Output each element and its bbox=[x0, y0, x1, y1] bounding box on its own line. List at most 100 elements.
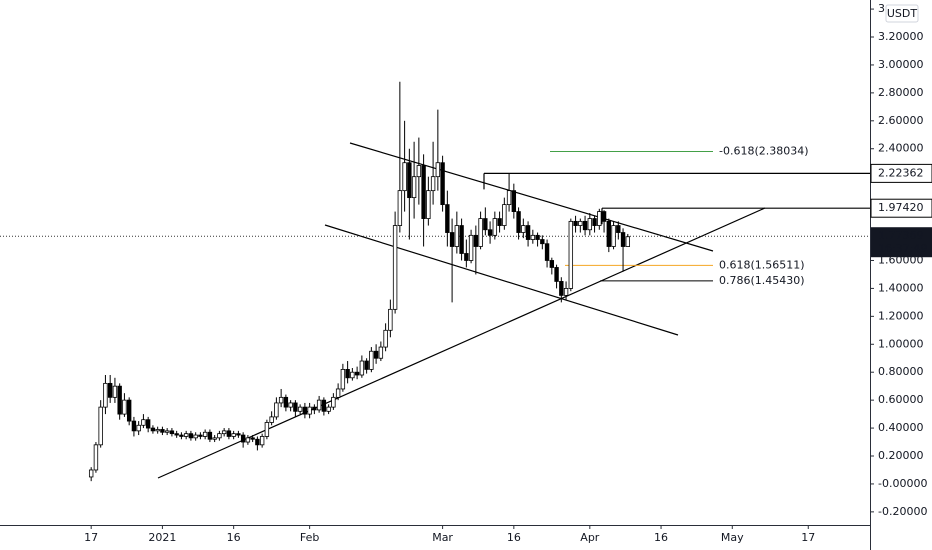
candle-body bbox=[497, 218, 502, 226]
candle-body bbox=[255, 438, 260, 446]
candle-body bbox=[388, 308, 393, 331]
candle-body bbox=[383, 329, 388, 348]
candle-body bbox=[93, 444, 99, 471]
candle-body bbox=[231, 433, 236, 437]
candle-body bbox=[274, 402, 279, 418]
candle-body bbox=[188, 433, 194, 439]
candle-body bbox=[288, 402, 293, 408]
candle-body bbox=[145, 419, 151, 429]
candle-body bbox=[445, 204, 450, 233]
candle-body bbox=[174, 433, 179, 436]
candle-body bbox=[117, 385, 122, 415]
currency: USDT bbox=[887, 7, 918, 20]
price-label-box bbox=[870, 163, 932, 183]
candle-body bbox=[217, 433, 222, 439]
candle-body bbox=[373, 350, 379, 359]
candle-body bbox=[269, 416, 274, 423]
candle-body bbox=[625, 236, 631, 247]
candle-body bbox=[601, 211, 607, 222]
candle-body bbox=[179, 434, 184, 437]
channel-upper bbox=[349, 142, 714, 252]
candle-body bbox=[563, 288, 569, 296]
candle-body bbox=[164, 430, 170, 433]
candle-body bbox=[506, 190, 512, 206]
candle-body bbox=[283, 396, 289, 408]
candle-body bbox=[264, 422, 270, 437]
candle-body bbox=[169, 430, 175, 435]
candle-body bbox=[578, 220, 583, 226]
x-tick-label: Feb bbox=[300, 531, 319, 544]
x-tick-label: May bbox=[721, 531, 744, 544]
candle-body bbox=[521, 225, 526, 233]
candle-body bbox=[331, 396, 336, 408]
candle-body bbox=[297, 406, 303, 412]
y-tick-label: 0.20000 bbox=[878, 449, 924, 462]
candle-body bbox=[568, 220, 574, 289]
candle-body bbox=[411, 176, 417, 199]
candle-body bbox=[525, 225, 531, 240]
candle-body bbox=[487, 229, 493, 236]
candle-body bbox=[502, 204, 507, 226]
x-tick-label: 16 bbox=[507, 531, 521, 544]
y-tick-label: 1.20000 bbox=[878, 309, 924, 322]
candle-body bbox=[544, 243, 550, 261]
currency-badge[interactable] bbox=[885, 4, 919, 23]
candle-body bbox=[160, 429, 165, 433]
candle-body bbox=[416, 165, 422, 178]
candle-body bbox=[511, 190, 517, 212]
candle-body bbox=[350, 371, 355, 379]
channel-lower bbox=[324, 224, 679, 336]
candle-body bbox=[126, 399, 132, 422]
candle-body bbox=[250, 437, 255, 440]
candle-body bbox=[587, 218, 593, 231]
x-tick-label: 16 bbox=[227, 531, 241, 544]
candle-body bbox=[426, 190, 431, 219]
candle-body bbox=[440, 162, 445, 206]
candle-body bbox=[354, 371, 360, 376]
candle-body bbox=[221, 430, 227, 435]
price-label: 2.22362 bbox=[878, 166, 924, 179]
price-label-box bbox=[870, 198, 932, 218]
candle-body bbox=[549, 260, 555, 268]
candle-body bbox=[559, 281, 564, 296]
candle-body bbox=[449, 232, 455, 247]
countdown-label: 16:37:49 bbox=[878, 242, 927, 255]
candle-body bbox=[483, 218, 488, 231]
candle-body bbox=[312, 406, 317, 411]
candle-body bbox=[245, 437, 251, 443]
candle-body bbox=[407, 162, 412, 199]
candle-body bbox=[592, 218, 597, 226]
candle-body bbox=[193, 434, 198, 439]
candle-body bbox=[620, 232, 626, 247]
candle-body bbox=[540, 239, 545, 245]
candle-body bbox=[435, 162, 441, 178]
candle-body bbox=[397, 190, 403, 226]
fib-label: -0.618(2.38034) bbox=[719, 144, 809, 157]
candle-body bbox=[207, 431, 213, 440]
y-tick-label: 1.40000 bbox=[878, 281, 924, 294]
candle-body bbox=[302, 406, 308, 415]
candle-body bbox=[122, 399, 127, 415]
candle-body bbox=[321, 399, 327, 412]
y-tick-label: 3.00000 bbox=[878, 58, 924, 71]
candle-body bbox=[183, 433, 189, 437]
y-tick-label: 2.40000 bbox=[878, 142, 924, 155]
x-tick-label: 17 bbox=[801, 531, 815, 544]
y-tick-label: 3 bbox=[878, 2, 885, 15]
current-price-box bbox=[871, 227, 932, 258]
candle-body bbox=[150, 427, 156, 432]
candle-body bbox=[316, 399, 322, 411]
candle-body bbox=[141, 419, 146, 426]
x-tick-label: 16 bbox=[654, 531, 668, 544]
x-tick-label: 17 bbox=[84, 531, 98, 544]
candle-body bbox=[226, 430, 232, 437]
candle-body bbox=[240, 434, 246, 443]
candle-body bbox=[421, 165, 426, 219]
candle-body bbox=[554, 267, 559, 282]
candle-body bbox=[307, 406, 312, 415]
trendline bbox=[157, 207, 766, 479]
y-tick-label: -0.00000 bbox=[878, 477, 927, 490]
y-tick-label: 1.00000 bbox=[878, 337, 924, 350]
candle-body bbox=[430, 176, 436, 192]
y-tick-label: 0.80000 bbox=[878, 365, 924, 378]
